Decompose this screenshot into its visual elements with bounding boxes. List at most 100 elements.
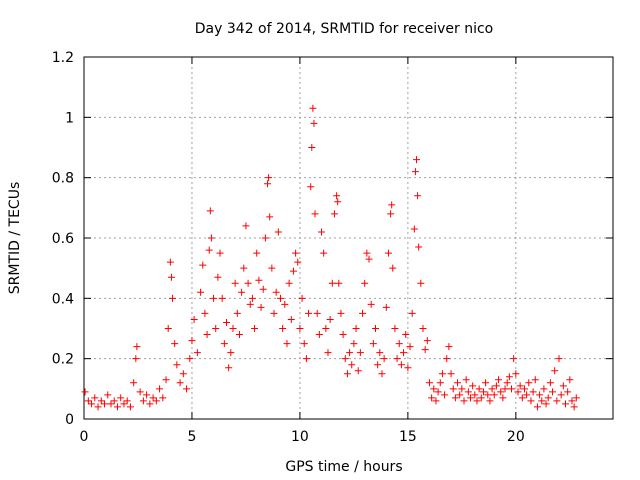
data-point [183,385,191,393]
data-point [428,394,436,402]
data-point [203,331,211,339]
data-point [283,340,291,348]
y-tick-label: 0 [65,412,74,428]
data-point [544,394,552,402]
data-point [104,391,112,399]
data-point [346,349,354,357]
data-point [179,370,187,378]
data-point [374,361,382,369]
data-point [486,397,494,405]
data-point [223,318,231,326]
data-point [308,144,316,151]
data-point [207,234,215,242]
data-point [334,198,342,206]
data-point [169,294,177,302]
data-point [94,403,102,411]
data-point [378,370,386,378]
data-point [354,367,362,375]
data-point [488,385,496,393]
data-point [123,397,131,405]
data-point [406,343,414,351]
data-point [289,267,297,275]
data-point [490,391,498,399]
data-point [395,340,403,348]
data-point [307,183,315,191]
data-point [384,249,392,257]
data-point [287,315,295,323]
data-point [276,294,284,302]
data-point [402,331,410,339]
data-point [117,394,125,402]
x-tick-label: 5 [187,429,196,445]
data-point [443,355,451,363]
data-point [348,361,356,369]
data-point [400,349,408,357]
data-point [531,376,539,384]
data-point [311,210,319,218]
data-point [132,355,140,363]
data-point [197,288,205,296]
data-point [164,325,172,332]
data-point [240,264,248,272]
data-point [414,192,422,200]
x-tick-label: 0 [80,429,89,445]
data-point [253,249,261,257]
data-point [298,294,306,302]
data-point [551,367,559,375]
data-point [503,379,511,387]
data-point [389,264,397,272]
data-point [261,234,269,242]
data-point [367,300,375,308]
data-point [473,397,481,405]
data-point [363,249,371,257]
data-point [441,391,449,399]
data-point [318,228,326,236]
data-point [285,279,293,287]
data-point [542,400,550,408]
data-point [540,385,548,393]
data-point [143,391,151,399]
data-point [264,180,272,188]
data-point [139,397,147,405]
data-point [266,213,274,221]
data-point [382,303,390,311]
data-point [432,397,440,405]
data-point [159,394,167,402]
data-point [156,385,164,393]
data-point [167,273,175,281]
data-point [326,315,334,323]
data-point [218,294,226,302]
data-point [415,243,423,251]
data-point [413,156,421,164]
data-point [101,400,109,408]
data-point [499,394,507,402]
data-point [380,355,388,363]
data-point [475,385,483,393]
data-point [265,174,273,182]
data-point [107,400,115,408]
data-point [365,255,373,263]
data-point [434,388,442,396]
data-point [292,249,300,257]
data-point [81,388,89,396]
data-point [238,288,246,296]
data-point [216,249,224,257]
data-point [559,382,567,390]
data-point [508,385,516,393]
data-point [259,285,267,293]
x-tick-label: 10 [291,429,309,445]
data-point [190,315,198,323]
data-point [136,388,144,396]
data-point [328,279,336,287]
data-point [173,361,181,369]
data-point [356,349,364,357]
data-point [88,400,96,408]
data-point [423,337,431,345]
data-point [176,379,184,387]
data-point [130,379,138,387]
data-point [352,325,360,332]
data-point [248,294,256,302]
y-tick-label: 1 [65,110,74,126]
data-point [244,279,252,287]
